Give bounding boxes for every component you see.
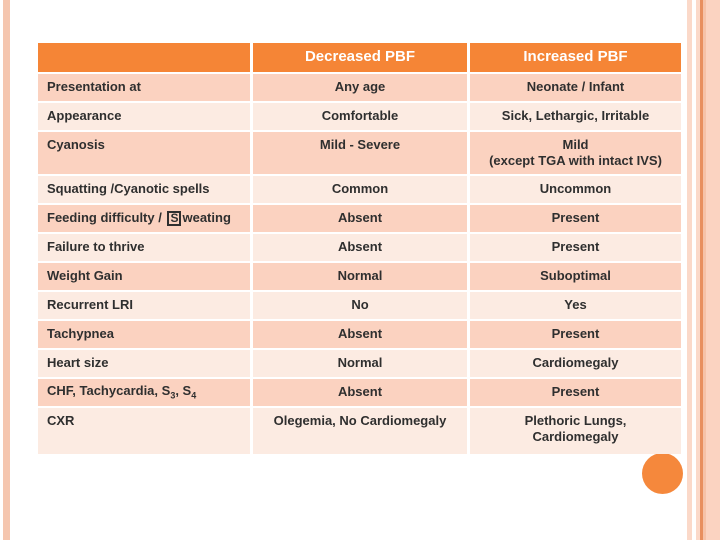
table-row-heart-size: Heart size Normal Cardiomegaly <box>38 350 681 377</box>
increased-pbf-value: Suboptimal <box>470 263 681 290</box>
header-cell-increased-pbf: Increased PBF <box>470 43 681 72</box>
row-label: CXR <box>38 408 250 454</box>
increased-pbf-value: Sick, Lethargic, Irritable <box>470 103 681 130</box>
right-border-stripes <box>687 0 720 540</box>
header-cell-decreased-pbf: Decreased PBF <box>253 43 467 72</box>
decreased-pbf-value: Absent <box>253 205 467 232</box>
table-row-tachypnea: Tachypnea Absent Present <box>38 321 681 348</box>
decreased-pbf-value: Common <box>253 176 467 203</box>
decreased-pbf-value: Normal <box>253 263 467 290</box>
left-border-stripe <box>3 0 10 540</box>
orange-circle-decoration <box>642 453 683 494</box>
increased-pbf-value: Present <box>470 379 681 406</box>
pbf-comparison-table: Decreased PBF Increased PBF Presentation… <box>38 43 681 456</box>
table-row-cyanosis: Cyanosis Mild - Severe Mild (except TGA … <box>38 132 681 174</box>
label-text: CHF, Tachycardia, S <box>47 383 171 399</box>
decreased-pbf-value: Absent <box>253 234 467 261</box>
decreased-pbf-value: Absent <box>253 379 467 406</box>
table-row-chf: CHF, Tachycardia, S3, S4 Absent Present <box>38 379 681 406</box>
table-row-presentation: Presentation at Any age Neonate / Infant <box>38 74 681 101</box>
increased-pbf-value: Present <box>470 321 681 348</box>
table-row-recurrent-lri: Recurrent LRI No Yes <box>38 292 681 319</box>
increased-pbf-value: Mild (except TGA with intact IVS) <box>470 132 681 174</box>
row-label: Squatting /Cyanotic spells <box>38 176 250 203</box>
right-stripe <box>700 0 703 540</box>
row-label: Cyanosis <box>38 132 250 174</box>
decreased-pbf-value: Comfortable <box>253 103 467 130</box>
label-text: weating <box>182 210 231 226</box>
right-stripe <box>706 0 720 540</box>
row-label: Heart size <box>38 350 250 377</box>
increased-pbf-value: Uncommon <box>470 176 681 203</box>
subscript: 4 <box>191 390 197 401</box>
decreased-pbf-value: Normal <box>253 350 467 377</box>
decreased-pbf-value: Olegemia, No Cardiomegaly <box>253 408 467 454</box>
decreased-pbf-value: Mild - Severe <box>253 132 467 174</box>
decreased-pbf-value: Absent <box>253 321 467 348</box>
row-label: Appearance <box>38 103 250 130</box>
row-label: Weight Gain <box>38 263 250 290</box>
increased-pbf-value: Present <box>470 234 681 261</box>
row-label: Recurrent LRI <box>38 292 250 319</box>
row-label: Tachypnea <box>38 321 250 348</box>
increased-pbf-value: Cardiomegaly <box>470 350 681 377</box>
increased-pbf-value: Present <box>470 205 681 232</box>
increased-pbf-value: Yes <box>470 292 681 319</box>
increased-pbf-value: Neonate / Infant <box>470 74 681 101</box>
subscript: 3 <box>170 390 176 401</box>
table-row-failure-to-thrive: Failure to thrive Absent Present <box>38 234 681 261</box>
table-row-squatting: Squatting /Cyanotic spells Common Uncomm… <box>38 176 681 203</box>
right-stripe <box>703 0 706 540</box>
header-cell-empty <box>38 43 250 72</box>
increased-pbf-value: Plethoric Lungs, Cardiomegaly <box>470 408 681 454</box>
decreased-pbf-value: No <box>253 292 467 319</box>
table-row-weight-gain: Weight Gain Normal Suboptimal <box>38 263 681 290</box>
label-text: , S <box>175 383 192 399</box>
table-header-row: Decreased PBF Increased PBF <box>38 43 681 72</box>
right-stripe <box>696 0 700 540</box>
right-stripe <box>687 0 692 540</box>
table-row-appearance: Appearance Comfortable Sick, Lethargic, … <box>38 103 681 130</box>
table-row-cxr: CXR Olegemia, No Cardiomegaly Plethoric … <box>38 408 681 454</box>
decreased-pbf-value: Any age <box>253 74 467 101</box>
missing-glyph-box: S <box>167 211 182 227</box>
row-label: CHF, Tachycardia, S3, S4 <box>38 379 250 406</box>
row-label: Failure to thrive <box>38 234 250 261</box>
label-text: Feeding difficulty / <box>47 210 162 226</box>
row-label: Presentation at <box>38 74 250 101</box>
